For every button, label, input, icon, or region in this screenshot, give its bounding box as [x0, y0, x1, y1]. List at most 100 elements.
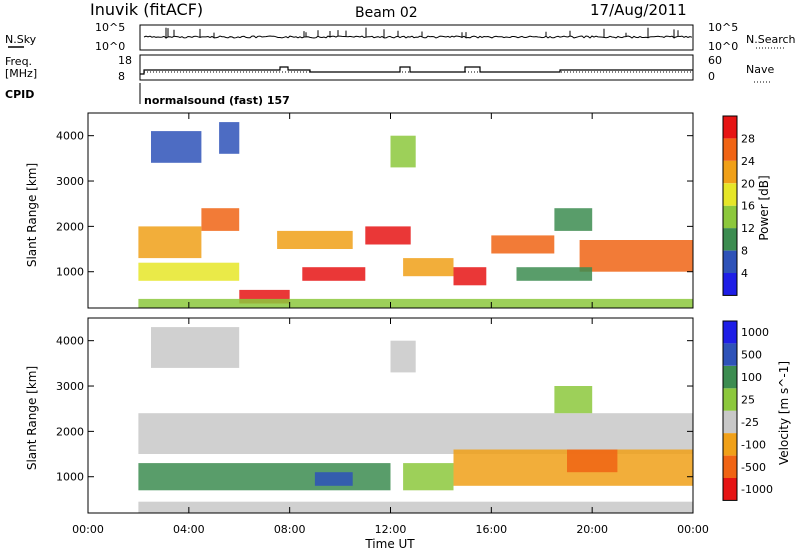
x-axis-label: Time UT: [364, 537, 415, 551]
freq-label-line1: Freq.: [5, 55, 32, 68]
velocity-colorbar-tick-3: -25: [741, 416, 759, 429]
power-ytick-label-3: 4000: [56, 130, 84, 143]
power-heatmap: [138, 122, 693, 308]
velocity-panel-frame: [87, 317, 694, 514]
power-echo-band-16: [151, 131, 202, 163]
power-colorbar-swatch-2: [723, 228, 737, 251]
power-echo-band-9: [138, 226, 202, 259]
power-ylabel: Slant Range [km]: [25, 163, 39, 267]
freq-panel: Freq. [MHz] 18 8 60 0 Nave: [5, 54, 774, 83]
power-echo-band-15: [390, 135, 416, 168]
beam-title: Beam 02: [355, 5, 418, 21]
velocity-colorbar-tick-1: -500: [741, 461, 766, 474]
freq-trace: [140, 66, 693, 75]
freq-left-tick-bottom: 8: [118, 70, 125, 83]
power-colorbar-swatch-0: [723, 273, 737, 296]
velocity-colorbar-swatch-6: [723, 343, 737, 366]
velocity-colorbar-tick-6: 500: [741, 349, 762, 362]
velocity-colorbar-tick-0: -1000: [741, 483, 773, 496]
velocity-colorbar-swatch-1: [723, 455, 737, 478]
x-tick-label-6: 00:00: [677, 523, 709, 536]
noise-left-tick-bottom: 10^0: [95, 40, 125, 53]
velocity-ytick-label-3: 4000: [56, 335, 84, 348]
velocity-colorbar-tick-4: 25: [741, 394, 755, 407]
velocity-colorbar-frame: [722, 320, 738, 501]
velocity-axes: 1000 2000 3000 4000: [56, 318, 694, 513]
x-tick-label-3: 12:00: [375, 523, 407, 536]
noise-search-label: N.Search: [746, 33, 796, 46]
station-title: Inuvik (fitACF): [90, 0, 203, 19]
date-title: 17/Aug/2011: [590, 1, 687, 19]
power-echo-band-1: [302, 267, 366, 281]
velocity-ytick-label-1: 2000: [56, 425, 84, 438]
nave-label: Nave: [746, 63, 774, 76]
freq-panel-frame: [139, 54, 694, 81]
x-tick-label-1: 04:00: [173, 523, 205, 536]
velocity-echo-band-5: [567, 449, 618, 473]
noise-right-tick-top: 10^5: [708, 21, 738, 34]
power-panel-frame: [87, 112, 694, 309]
velocity-echo-band-2: [314, 472, 353, 486]
velocity-colorbar-swatch-5: [723, 365, 737, 389]
velocity-echo-band-0: [138, 413, 693, 454]
power-panel: 1000 2000 3000 4000 Slant Range [km] 4 8 12 16…: [25, 112, 771, 309]
power-colorbar-swatch-4: [723, 183, 737, 206]
velocity-colorbar-swatch-7: [723, 321, 737, 344]
power-echo-band-6: [277, 230, 353, 249]
power-ytick-label-0: 1000: [56, 266, 84, 279]
power-colorbar-swatch-5: [723, 160, 737, 184]
velocity-ylabel: Slant Range [km]: [25, 366, 39, 470]
power-echo-band-7: [403, 258, 454, 277]
velocity-colorbar-swatch-4: [723, 388, 737, 411]
noise-sky-label: N.Sky: [5, 33, 37, 46]
power-echo-band-14: [219, 122, 240, 154]
power-colorbar-tick-0: 4: [741, 267, 748, 280]
power-echo-band-11: [138, 262, 240, 281]
velocity-echo-band-9: [554, 386, 593, 414]
velocity-colorbar-swatch-3: [723, 410, 737, 434]
power-echo-band-12: [516, 267, 593, 281]
noise-panel-frame: [139, 24, 694, 51]
power-colorbar-tick-5: 24: [741, 155, 755, 168]
power-echo-band-13: [554, 208, 593, 231]
freq-right-tick-top: 60: [708, 54, 722, 67]
velocity-ytick-label-0: 1000: [56, 471, 84, 484]
power-echo-band-2: [365, 226, 411, 245]
power-colorbar-swatch-3: [723, 205, 737, 229]
power-colorbar-tick-1: 8: [741, 245, 748, 258]
x-tick-label-2: 08:00: [274, 523, 306, 536]
x-tick-label-5: 20:00: [576, 523, 608, 536]
power-ytick-label-2: 3000: [56, 175, 84, 188]
power-echo-band-3: [453, 267, 487, 286]
power-colorbar-tick-6: 28: [741, 132, 755, 145]
noise-right-tick-bottom: 10^0: [708, 40, 738, 53]
power-colorbar-swatch-7: [723, 116, 737, 139]
velocity-colorbar-label: Velocity [m s^-1]: [777, 361, 791, 465]
cpid-program: normalsound (fast) 157: [144, 94, 290, 107]
power-echo-band-10: [138, 298, 693, 308]
x-tick-label-4: 16:00: [475, 523, 507, 536]
freq-right-tick-bottom: 0: [708, 70, 715, 83]
velocity-colorbar: -1000 -500 -100 -25 25 100 500 1000: [722, 320, 773, 501]
velocity-heatmap: [138, 327, 693, 513]
power-colorbar: 4 8 12 16 20 24 28: [722, 115, 755, 296]
power-colorbar-tick-4: 20: [741, 177, 755, 190]
power-colorbar-tick-3: 16: [741, 200, 755, 213]
velocity-echo-band-3: [403, 463, 454, 491]
noise-panel: N.Sky 10^5 10^0 10^5 10^0 N.Search: [5, 21, 796, 53]
power-colorbar-swatch-6: [723, 138, 737, 161]
velocity-echo-band-8: [390, 340, 416, 373]
velocity-colorbar-tick-2: -100: [741, 438, 766, 451]
velocity-colorbar-tick-5: 100: [741, 371, 762, 384]
power-echo-band-8: [579, 240, 693, 272]
velocity-ytick-label-2: 3000: [56, 380, 84, 393]
power-colorbar-tick-2: 12: [741, 222, 755, 235]
velocity-colorbar-swatch-2: [723, 433, 737, 456]
power-echo-band-5: [201, 208, 240, 231]
velocity-echo-band-7: [151, 327, 240, 368]
noise-left-tick-top: 10^5: [95, 21, 125, 34]
power-colorbar-swatch-1: [723, 250, 737, 273]
velocity-colorbar-tick-7: 1000: [741, 326, 769, 339]
